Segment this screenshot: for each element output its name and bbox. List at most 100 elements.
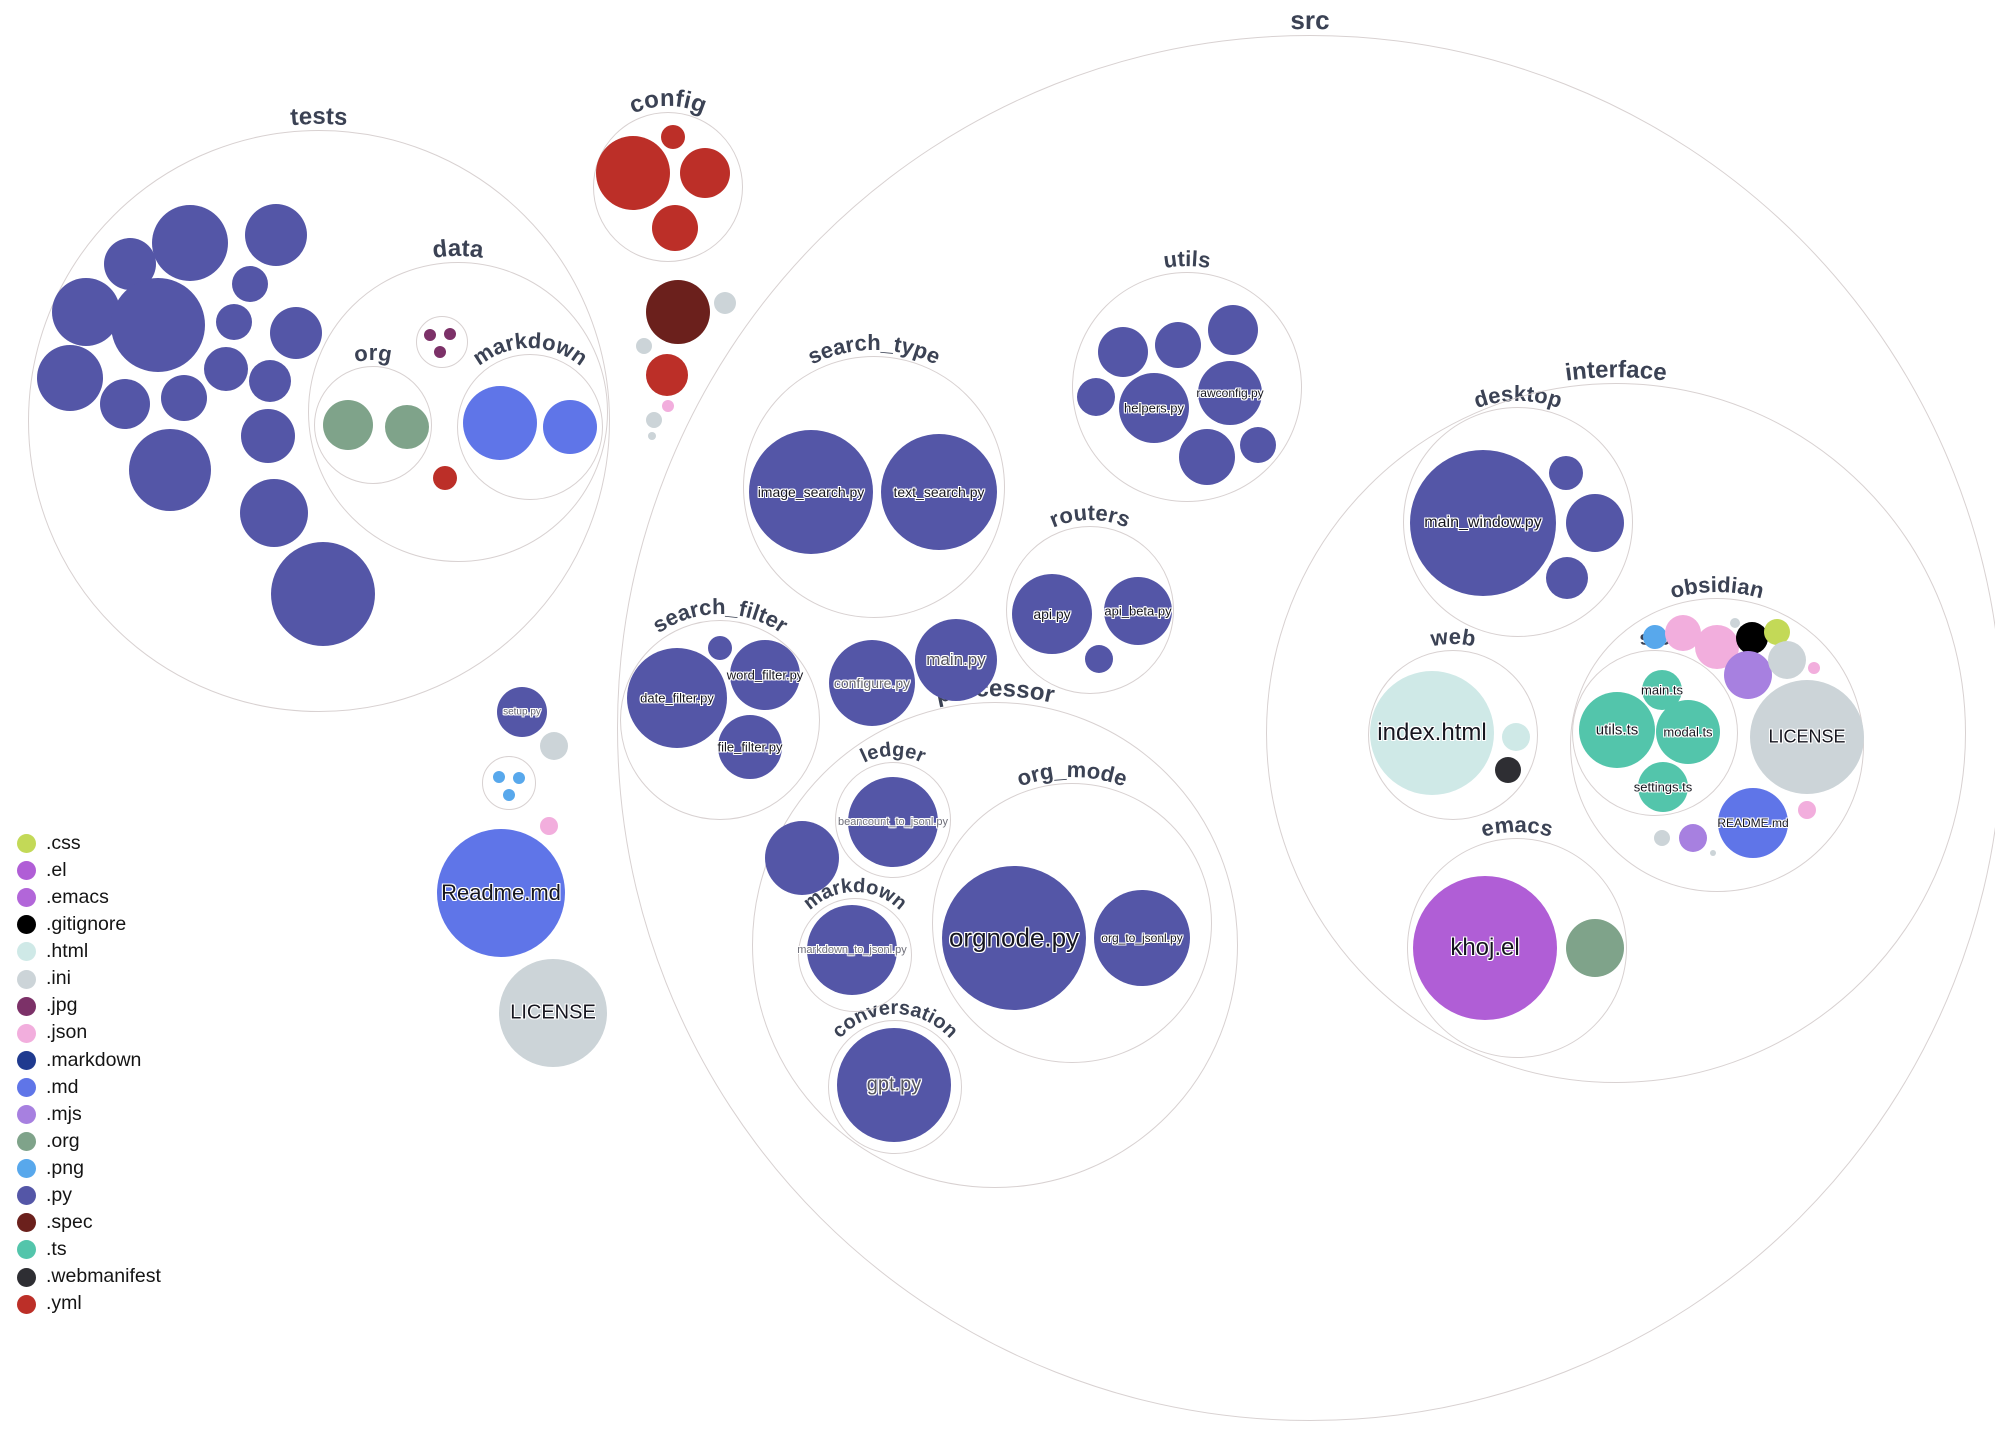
file-circle-markdown_to_jsonl_py	[807, 905, 897, 995]
legend-swatch-md	[17, 1077, 36, 1097]
legend-item-jpg: .jpg	[17, 993, 161, 1020]
file-circle-word_filter_py	[730, 640, 800, 710]
file-circle-file_filter_py	[718, 715, 782, 779]
file-circle-helpers_py	[1119, 373, 1189, 443]
dir-circle-web	[1368, 650, 1538, 820]
file-circle-data-md-2	[543, 400, 597, 454]
file-circle-root-spec	[646, 280, 710, 344]
file-label-license-root: LICENSE	[510, 1001, 596, 1024]
file-circle-data-yml	[433, 466, 457, 490]
dir-circle-routers	[1006, 526, 1174, 694]
file-label-main_py: main.py	[926, 650, 986, 669]
legend-label: .gitignore	[46, 913, 127, 936]
legend-item-emacs: .emacs	[17, 884, 161, 911]
dir-circle-processor	[752, 702, 1238, 1188]
legend-item-json: .json	[17, 1020, 161, 1047]
file-circle-obs-json-4	[1798, 801, 1816, 819]
file-circle-utils-py-5	[1179, 429, 1235, 485]
file-circle-main_window_py	[1410, 450, 1556, 596]
file-label-readme-obsidian: README.md	[1717, 816, 1789, 830]
file-circle-src-py-stray	[765, 821, 839, 895]
file-circle-tests-py-5	[52, 278, 120, 346]
file-circle-tests-py-14	[241, 409, 295, 463]
dir-circle-proc-markdown	[798, 898, 912, 1012]
file-circle-web-html-dot	[1502, 723, 1530, 751]
legend-item-yml: .yml	[17, 1291, 161, 1318]
dir-circle-utils	[1072, 272, 1302, 502]
legend-swatch-css	[17, 834, 36, 854]
file-circle-beancount_to_jsonl_py	[848, 777, 938, 867]
legend-label: .png	[46, 1156, 84, 1179]
legend-label: .mjs	[46, 1102, 82, 1125]
file-circle-desktop-py-1	[1549, 456, 1583, 490]
dir-circle-desktop	[1403, 407, 1633, 637]
file-label-main_window_py: main_window.py	[1424, 514, 1542, 531]
legend-swatch-py	[17, 1186, 36, 1206]
legend-swatch-yml	[17, 1294, 36, 1314]
file-circle-data-org-2	[385, 405, 429, 449]
dir-circle-data	[308, 262, 608, 562]
legend-label: .org	[46, 1129, 80, 1152]
file-circle-obs-ini-4	[1710, 850, 1716, 856]
file-circle-root-ini-1	[540, 732, 568, 760]
legend-label: .jpg	[46, 994, 78, 1017]
legend-swatch-gitignore	[17, 915, 36, 935]
file-circle-root-json-1	[540, 817, 558, 835]
file-label-orgnode_py: orgnode.py	[948, 922, 1080, 953]
file-circle-api_beta_py	[1104, 577, 1172, 645]
file-circle-utils-py-4	[1077, 378, 1115, 416]
file-circle-configure_py	[829, 640, 915, 726]
file-circle-data-jpg-3	[434, 346, 446, 358]
dir-circle-emacs	[1407, 838, 1627, 1058]
file-circle-obs-gitignore	[1736, 622, 1768, 654]
file-circle-setup_py	[497, 687, 547, 737]
dir-circle-src	[617, 35, 1995, 1421]
file-label-readme_md: Readme.md	[441, 880, 561, 905]
file-circle-tests-py-15	[129, 429, 211, 511]
legend-item-html: .html	[17, 938, 161, 965]
file-circle-config-yml-4	[652, 205, 698, 251]
file-circle-tests-py-17	[271, 542, 375, 646]
file-circle-utils-py-1	[1098, 327, 1148, 377]
file-circle-obs-ini-2	[1768, 641, 1806, 679]
file-circle-root-ini-3	[636, 338, 652, 354]
legend-item-spec: .spec	[17, 1209, 161, 1236]
file-circle-emacs-org	[1566, 919, 1624, 977]
legend-label: .css	[46, 831, 81, 854]
file-circle-readme-obsidian	[1718, 788, 1788, 858]
legend-swatch-org	[17, 1132, 36, 1152]
file-circle-obs-css	[1764, 619, 1790, 645]
file-circle-index_html	[1370, 671, 1494, 795]
dir-circle-conversation	[828, 1020, 962, 1154]
file-circle-data-jpg-2	[444, 328, 456, 340]
file-label-org_to_jsonl_py: org_to_jsonl.py	[1101, 931, 1183, 945]
legend-swatch-json	[17, 1023, 36, 1043]
file-circle-settings_ts	[1638, 762, 1688, 812]
file-circle-modal_ts	[1656, 700, 1720, 764]
file-label-license-obsidian: LICENSE	[1768, 726, 1846, 747]
legend-item-ini: .ini	[17, 965, 161, 992]
file-circle-tests-py-7	[216, 304, 252, 340]
file-circle-root-json-2	[662, 400, 674, 412]
legend-item-py: .py	[17, 1182, 161, 1209]
dir-circle-org_mode	[932, 783, 1212, 1063]
file-circle-obs-json-3	[1808, 662, 1820, 674]
legend-swatch-markdown	[17, 1050, 36, 1070]
file-label-date_filter_py: date_filter.py	[640, 690, 714, 706]
file-circle-tests-py-9	[204, 347, 248, 391]
legend-swatch-spec	[17, 1213, 36, 1233]
legend-label: .md	[46, 1075, 79, 1098]
legend-item-markdown: .markdown	[17, 1047, 161, 1074]
file-circle-config-yml-3	[680, 148, 730, 198]
file-circle-utils-py-2	[1155, 322, 1201, 368]
file-circle-root-png-3	[503, 789, 515, 801]
legend-label: .html	[46, 940, 89, 963]
file-circle-tests-py-8	[270, 307, 322, 359]
legend-item-mjs: .mjs	[17, 1101, 161, 1128]
legend-item-png: .png	[17, 1155, 161, 1182]
file-circle-rawconfig_py	[1198, 361, 1262, 425]
file-circle-root-png-2	[513, 772, 525, 784]
legend-label: .markdown	[46, 1048, 142, 1071]
dir-circle-data-markdown	[457, 354, 603, 500]
